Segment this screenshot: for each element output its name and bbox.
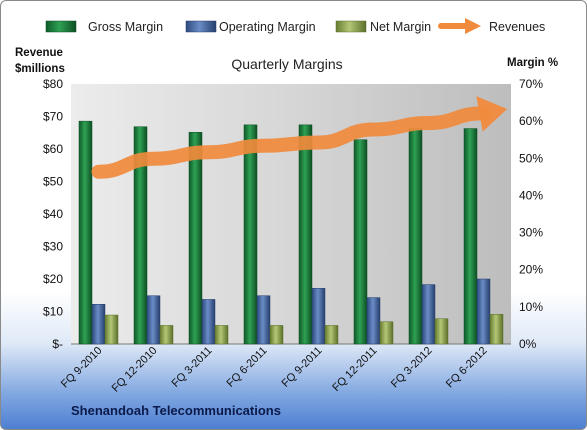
- left-axis-title-line1: Revenue: [15, 47, 63, 59]
- bar-net-margin: [434, 318, 449, 345]
- legend-label-revenues: Revenues: [489, 20, 545, 34]
- left-tick-label: $-: [52, 337, 63, 351]
- x-tick-label: FQ 6-2011: [225, 345, 270, 390]
- right-tick-label: 30%: [519, 226, 543, 240]
- bar-net-margin: [324, 325, 339, 345]
- bar-net-margin: [269, 325, 284, 345]
- bar-gross-margin: [133, 126, 148, 345]
- bar-gross-margin: [463, 128, 478, 345]
- x-axis-ticks: FQ 9-2010 FQ 12-2010 FQ 3-2011 FQ 6-2011 FQ …: [59, 345, 490, 395]
- bar-gross-margin: [298, 124, 313, 345]
- legend-label-operating-margin: Operating Margin: [219, 20, 316, 34]
- legend-label-net-margin: Net Margin: [370, 20, 431, 34]
- bar-net-margin: [489, 314, 504, 345]
- right-tick-label: 60%: [519, 114, 543, 128]
- legend-item-gross-margin: Gross Margin: [45, 20, 163, 34]
- revenue-line: [91, 106, 491, 179]
- bar-operating-margin: [311, 288, 326, 345]
- x-tick-label: FQ 3-2012: [389, 345, 435, 391]
- x-tick-label: FQ 3-2011: [170, 345, 215, 390]
- legend: Gross Margin Operating Margin Net Margin…: [45, 18, 545, 34]
- left-tick-label: $30: [43, 240, 63, 254]
- bar-operating-margin: [256, 295, 271, 345]
- right-tick-label: 20%: [519, 263, 543, 277]
- right-axis-title: Margin %: [507, 57, 558, 69]
- bar-net-margin: [214, 325, 229, 345]
- company-name: Shenandoah Telecommunications: [71, 403, 281, 418]
- left-tick-label: $70: [43, 110, 63, 124]
- left-tick-label: $40: [43, 207, 63, 221]
- left-axis-title-line2: $millions: [15, 63, 65, 75]
- left-tick-label: $10: [43, 305, 63, 319]
- bar-operating-margin: [476, 278, 491, 345]
- chart-title: Quarterly Margins: [231, 56, 342, 72]
- x-tick-label: FQ 9-2011: [280, 345, 325, 390]
- legend-item-revenues: Revenues: [438, 18, 545, 34]
- right-tick-label: 40%: [519, 188, 543, 202]
- right-axis-ticks: 0% 10% 20% 30% 40% 50% 60% 70%: [519, 77, 543, 351]
- x-tick-label: FQ 6-2012: [444, 345, 490, 391]
- right-tick-label: 70%: [519, 77, 543, 91]
- legend-item-operating-margin: Operating Margin: [185, 20, 316, 34]
- bar-gross-margin: [408, 128, 423, 345]
- legend-item-net-margin: Net Margin: [335, 20, 431, 34]
- left-axis-ticks: $- $10 $20 $30 $40 $50 $60 $70 $80: [43, 77, 63, 351]
- bar-operating-margin: [91, 304, 106, 345]
- revenue-trend: [91, 96, 508, 179]
- bar-net-margin: [379, 321, 394, 345]
- bar-operating-margin: [201, 299, 216, 345]
- left-tick-label: $60: [43, 142, 63, 156]
- bar-gross-margin: [243, 124, 258, 345]
- revenue-arrowhead: [476, 96, 508, 132]
- x-tick-label: FQ 12-2010: [110, 345, 160, 395]
- left-tick-label: $50: [43, 175, 63, 189]
- bars: [78, 120, 504, 345]
- bar-operating-margin: [366, 297, 381, 345]
- bar-operating-margin: [146, 295, 161, 345]
- bar-gross-margin: [78, 120, 93, 345]
- bar-net-margin: [104, 314, 119, 345]
- right-tick-label: 10%: [519, 300, 543, 314]
- bar-gross-margin: [353, 139, 368, 345]
- x-tick-label: FQ 12-2011: [330, 345, 379, 394]
- x-tick-label: FQ 9-2010: [59, 345, 105, 391]
- left-tick-label: $20: [43, 272, 63, 286]
- bar-net-margin: [159, 325, 174, 345]
- right-tick-label: 50%: [519, 151, 543, 165]
- right-tick-label: 0%: [519, 337, 537, 351]
- bar-gross-margin: [188, 132, 203, 345]
- left-tick-label: $80: [43, 77, 63, 91]
- legend-label-gross-margin: Gross Margin: [88, 20, 163, 34]
- bar-operating-margin: [421, 284, 436, 345]
